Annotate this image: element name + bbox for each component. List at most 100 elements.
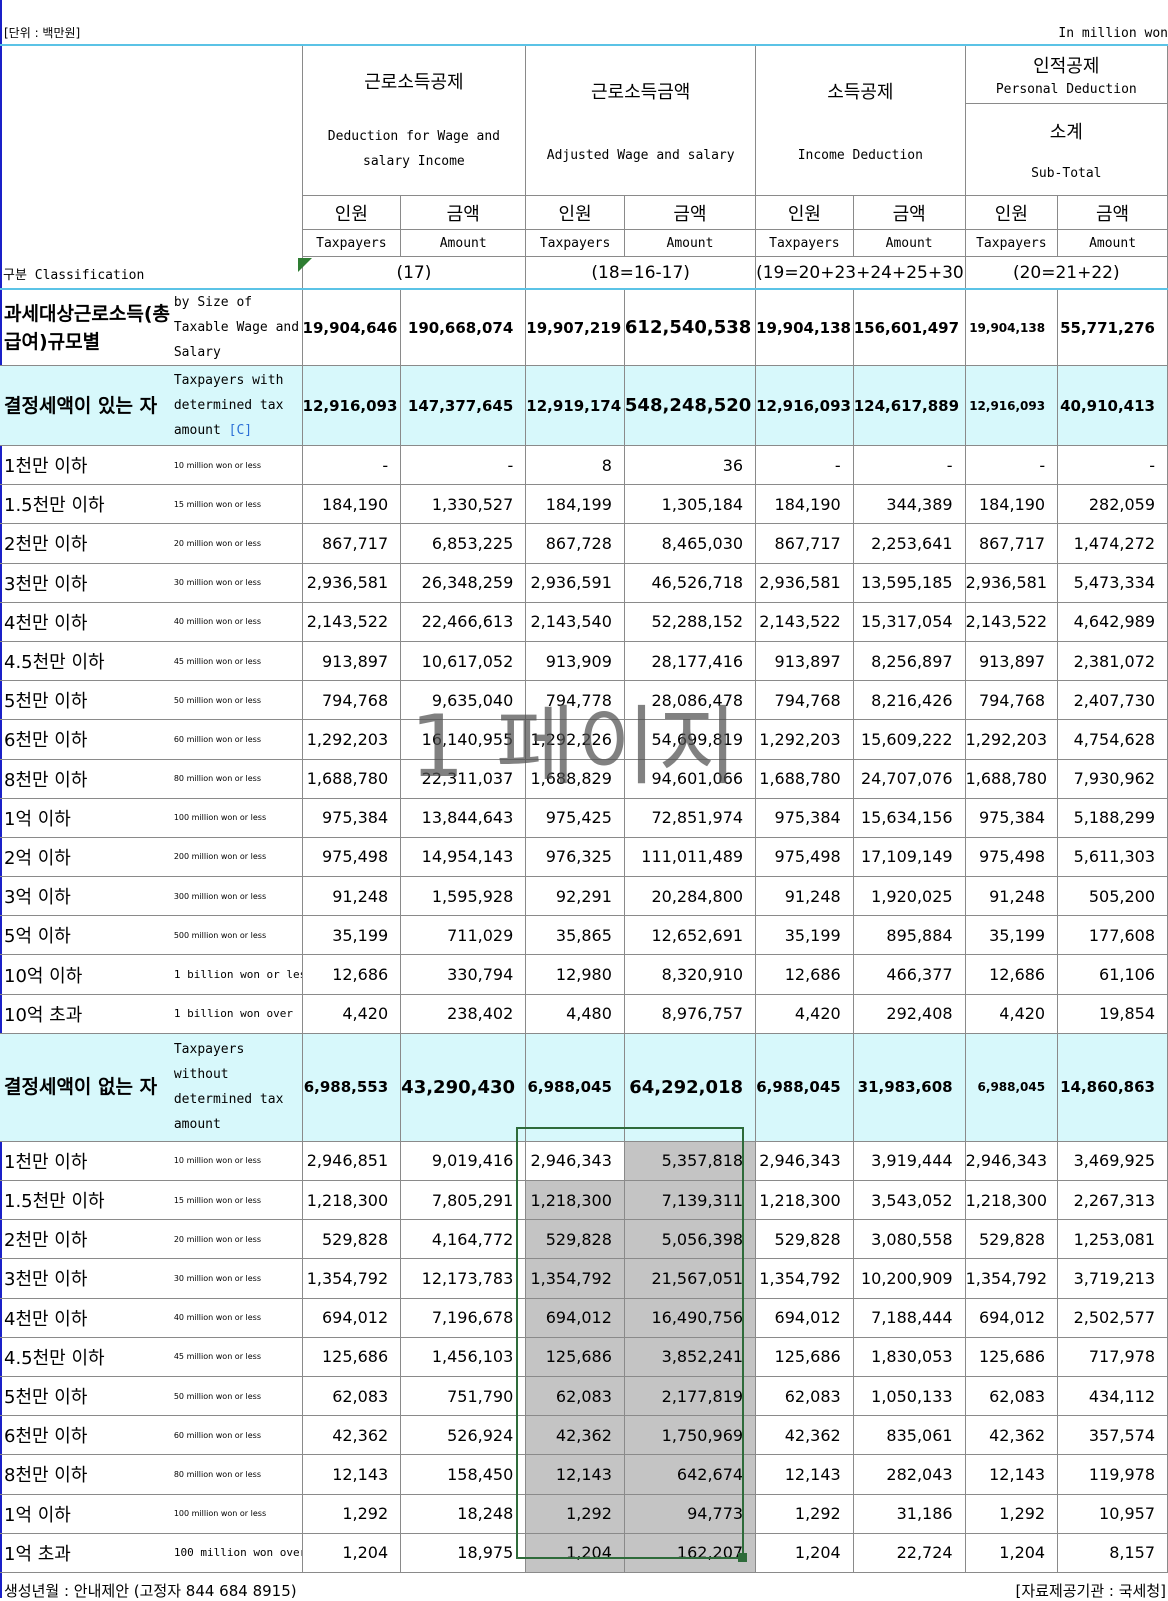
data-cell[interactable]: 28,086,478 <box>623 680 757 721</box>
data-cell[interactable]: 7,139,311 <box>623 1179 757 1221</box>
data-cell[interactable]: 12,916,093 <box>964 365 1059 446</box>
data-cell[interactable]: 529,828 <box>964 1219 1059 1260</box>
row-label-en[interactable]: 45 million won or less <box>170 640 303 682</box>
data-cell[interactable]: 12,652,691 <box>623 915 757 956</box>
data-cell[interactable]: 31,186 <box>852 1493 966 1534</box>
data-cell[interactable]: 3,919,444 <box>852 1140 966 1182</box>
col-header-subtotal[interactable]: 소계 Sub-Total <box>964 103 1168 196</box>
data-cell[interactable]: 92,291 <box>525 876 625 917</box>
data-cell[interactable]: 4,642,989 <box>1057 601 1168 642</box>
data-cell[interactable]: 22,466,613 <box>400 601 527 642</box>
row-label-ko[interactable]: 8천만 이하 <box>0 1454 171 1495</box>
data-cell[interactable]: 2,267,313 <box>1057 1179 1168 1221</box>
row-label-en[interactable]: 60 million won or less <box>170 1415 303 1456</box>
data-cell[interactable]: 18,975 <box>400 1532 527 1573</box>
data-cell[interactable]: 975,384 <box>755 797 854 838</box>
data-cell[interactable]: 1,204 <box>755 1532 854 1573</box>
data-cell[interactable]: 36 <box>623 444 757 486</box>
data-cell[interactable]: 184,190 <box>755 484 854 525</box>
data-cell[interactable]: 22,311,037 <box>400 758 527 799</box>
subheader-taxpayers-ko[interactable]: 인원 <box>301 195 402 230</box>
row-label-ko[interactable]: 1억 초과 <box>0 1532 171 1573</box>
data-cell[interactable]: 8,320,910 <box>623 954 757 995</box>
data-cell[interactable]: 4,420 <box>301 993 402 1034</box>
data-cell[interactable]: 2,143,540 <box>525 601 625 642</box>
data-cell[interactable]: - <box>301 444 402 486</box>
data-cell[interactable]: 4,420 <box>964 993 1059 1034</box>
data-cell[interactable]: 184,190 <box>301 484 402 525</box>
row-label-en[interactable]: 60 million won or less <box>170 719 303 760</box>
row-label-en[interactable]: 10 million won or less <box>170 444 303 486</box>
data-cell[interactable]: 22,724 <box>852 1532 966 1573</box>
row-label-en[interactable]: 50 million won or less <box>170 1375 303 1417</box>
col-header-personal-deduction[interactable]: 인적공제 Personal Deduction <box>964 45 1168 104</box>
data-cell[interactable]: 1,456,103 <box>400 1336 527 1377</box>
data-cell[interactable]: 17,109,149 <box>852 836 966 878</box>
data-cell[interactable]: 1,050,133 <box>852 1375 966 1417</box>
data-cell[interactable]: 794,768 <box>755 680 854 721</box>
data-cell[interactable]: 125,686 <box>301 1336 402 1377</box>
data-cell[interactable]: 16,140,955 <box>400 719 527 760</box>
data-cell[interactable]: 1,204 <box>964 1532 1059 1573</box>
data-cell[interactable]: 12,143 <box>964 1454 1059 1495</box>
data-cell[interactable]: 3,469,925 <box>1057 1140 1168 1182</box>
data-cell[interactable]: 505,200 <box>1057 876 1168 917</box>
data-cell[interactable]: 1,354,792 <box>301 1258 402 1299</box>
data-cell[interactable]: 529,828 <box>755 1219 854 1260</box>
data-cell[interactable]: 1,354,792 <box>525 1258 625 1299</box>
data-cell[interactable]: 12,143 <box>525 1454 625 1495</box>
data-cell[interactable]: 3,852,241 <box>623 1336 757 1377</box>
data-cell[interactable]: 975,498 <box>301 836 402 878</box>
data-cell[interactable]: 19,904,138 <box>964 289 1059 366</box>
data-cell[interactable]: 2,143,522 <box>755 601 854 642</box>
data-cell[interactable]: 4,420 <box>755 993 854 1034</box>
data-cell[interactable]: 434,112 <box>1057 1375 1168 1417</box>
data-cell[interactable]: 913,897 <box>964 640 1059 682</box>
row-label-ko[interactable]: 2억 이하 <box>0 836 171 878</box>
row-label-ko[interactable]: 10억 초과 <box>0 993 171 1034</box>
data-cell[interactable]: 2,381,072 <box>1057 640 1168 682</box>
data-cell[interactable]: 529,828 <box>301 1219 402 1260</box>
data-cell[interactable]: 5,357,818 <box>623 1140 757 1182</box>
data-cell[interactable]: 12,916,093 <box>301 365 402 446</box>
data-cell[interactable]: 15,609,222 <box>852 719 966 760</box>
data-cell[interactable]: 1,330,527 <box>400 484 527 525</box>
data-cell[interactable]: 43,290,430 <box>400 1032 527 1142</box>
row-label-ko[interactable]: 6천만 이하 <box>0 1415 171 1456</box>
data-cell[interactable]: 54,699,819 <box>623 719 757 760</box>
col-header-income-deduction[interactable]: 소득공제 Income Deduction <box>755 45 966 196</box>
data-cell[interactable]: 94,601,066 <box>623 758 757 799</box>
data-cell[interactable]: 330,794 <box>400 954 527 995</box>
data-cell[interactable]: 12,686 <box>301 954 402 995</box>
data-cell[interactable]: 15,634,156 <box>852 797 966 838</box>
data-cell[interactable]: 1,218,300 <box>755 1179 854 1221</box>
row-label-ko[interactable]: 과세대상근로소득(총급여)규모별 <box>0 289 171 366</box>
row-label-en[interactable]: 30 million won or less <box>170 1258 303 1299</box>
subheader-taxpayers-en[interactable]: Taxpayers <box>301 229 402 257</box>
data-cell[interactable]: 835,061 <box>852 1415 966 1456</box>
row-label-ko[interactable]: 2천만 이하 <box>0 1219 171 1260</box>
data-cell[interactable]: 42,362 <box>755 1415 854 1456</box>
row-label-en[interactable]: 50 million won or less <box>170 680 303 721</box>
data-cell[interactable]: 711,029 <box>400 915 527 956</box>
data-cell[interactable]: 19,904,646 <box>301 289 402 366</box>
row-label-ko[interactable]: 5천만 이하 <box>0 680 171 721</box>
data-cell[interactable]: 1,688,780 <box>755 758 854 799</box>
data-cell[interactable]: 12,980 <box>525 954 625 995</box>
row-label-en[interactable]: 80 million won or less <box>170 1454 303 1495</box>
data-cell[interactable]: 64,292,018 <box>623 1032 757 1142</box>
data-cell[interactable]: 7,196,678 <box>400 1297 527 1338</box>
subheader-amount-en[interactable]: Amount <box>400 229 527 257</box>
data-cell[interactable]: 1,305,184 <box>623 484 757 525</box>
data-cell[interactable]: 42,362 <box>301 1415 402 1456</box>
row-label-ko[interactable]: 3억 이하 <box>0 876 171 917</box>
data-cell[interactable]: 12,919,174 <box>525 365 625 446</box>
subheader-amount-en[interactable]: Amount <box>852 229 966 257</box>
row-label-ko[interactable]: 5억 이하 <box>0 915 171 956</box>
data-cell[interactable]: 2,936,581 <box>964 562 1059 603</box>
data-cell[interactable]: 1,204 <box>525 1532 625 1573</box>
data-cell[interactable]: 548,248,520 <box>623 365 757 446</box>
data-cell[interactable]: 8,157 <box>1057 1532 1168 1573</box>
data-cell[interactable]: 1,474,272 <box>1057 523 1168 564</box>
data-cell[interactable]: 1,354,792 <box>755 1258 854 1299</box>
